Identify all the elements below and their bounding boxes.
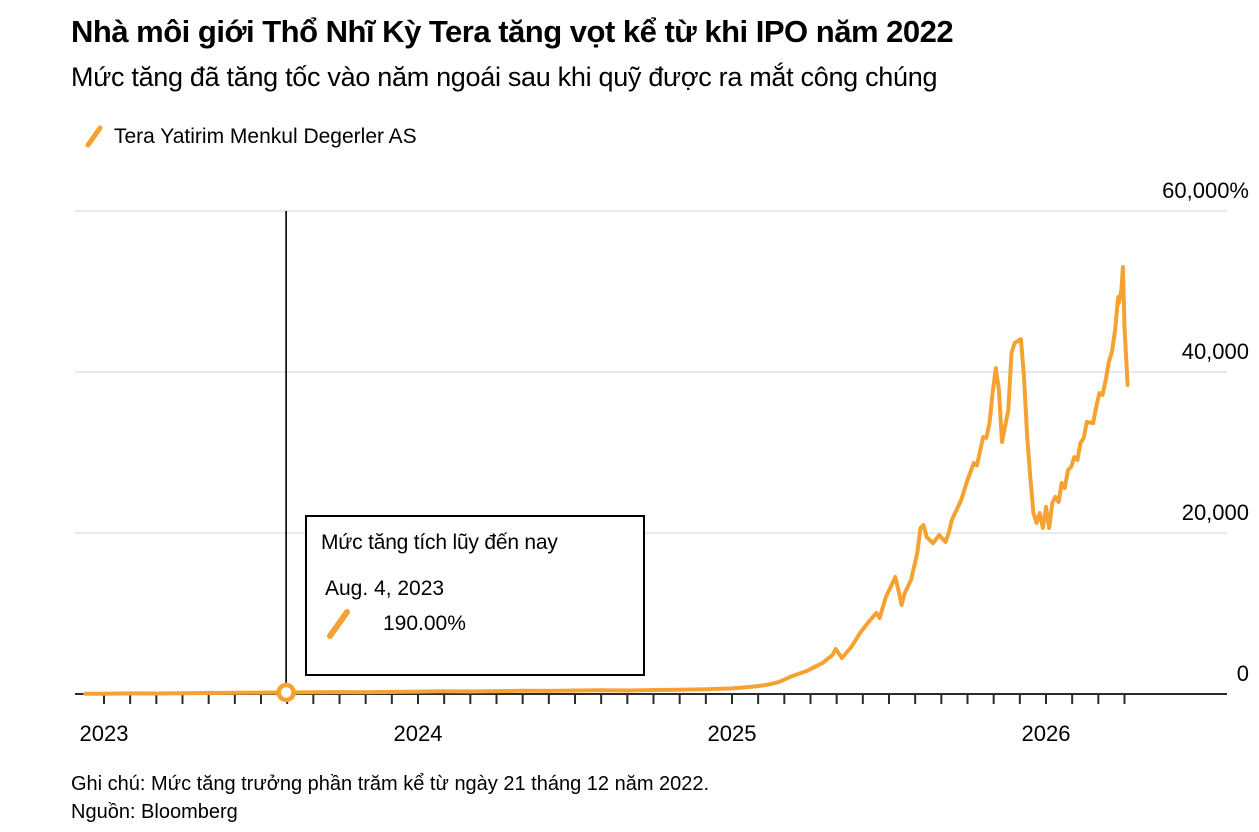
chart-subtitle: Mức tăng đã tăng tốc vào năm ngoái sau k…: [71, 62, 938, 92]
tooltip-date: Aug. 4, 2023: [325, 577, 445, 600]
legend-series-label: Tera Yatirim Menkul Degerler AS: [114, 124, 417, 148]
tooltip-value-row: 190.00%: [325, 607, 627, 641]
tooltip-value: 190.00%: [383, 612, 466, 635]
y-axis-label: 60,000%: [1162, 178, 1249, 203]
y-axis-label: 20,000: [1182, 500, 1249, 525]
legend: Tera Yatirim Menkul Degerler AS: [84, 124, 417, 149]
tooltip-title: Mức tăng tích lũy đến nay: [321, 531, 558, 554]
footnote: Ghi chú: Mức tăng trưởng phần trăm kể từ…: [71, 773, 710, 795]
x-axis-label: 2025: [708, 721, 757, 746]
x-axis-label: 2023: [80, 721, 129, 746]
tooltip: Mức tăng tích lũy đến nay Aug. 4, 2023 1…: [305, 515, 645, 676]
series-line: [83, 265, 1130, 696]
chart-title: Nhà môi giới Thổ Nhĩ Kỳ Tera tăng vọt kể…: [71, 14, 954, 49]
highlight-marker: [276, 682, 296, 703]
tooltip-slash-icon: [327, 609, 350, 639]
y-axis-label: 40,000: [1182, 339, 1249, 364]
y-axis-label: 0: [1237, 661, 1249, 686]
footer: Ghi chú: Mức tăng trưởng phần trăm kể từ…: [71, 770, 709, 826]
x-axis-label: 2026: [1022, 721, 1071, 746]
x-axis-label: 2024: [394, 721, 443, 746]
source-note: Nguồn: Bloomberg: [71, 801, 238, 823]
series-slash-icon: [85, 125, 103, 148]
